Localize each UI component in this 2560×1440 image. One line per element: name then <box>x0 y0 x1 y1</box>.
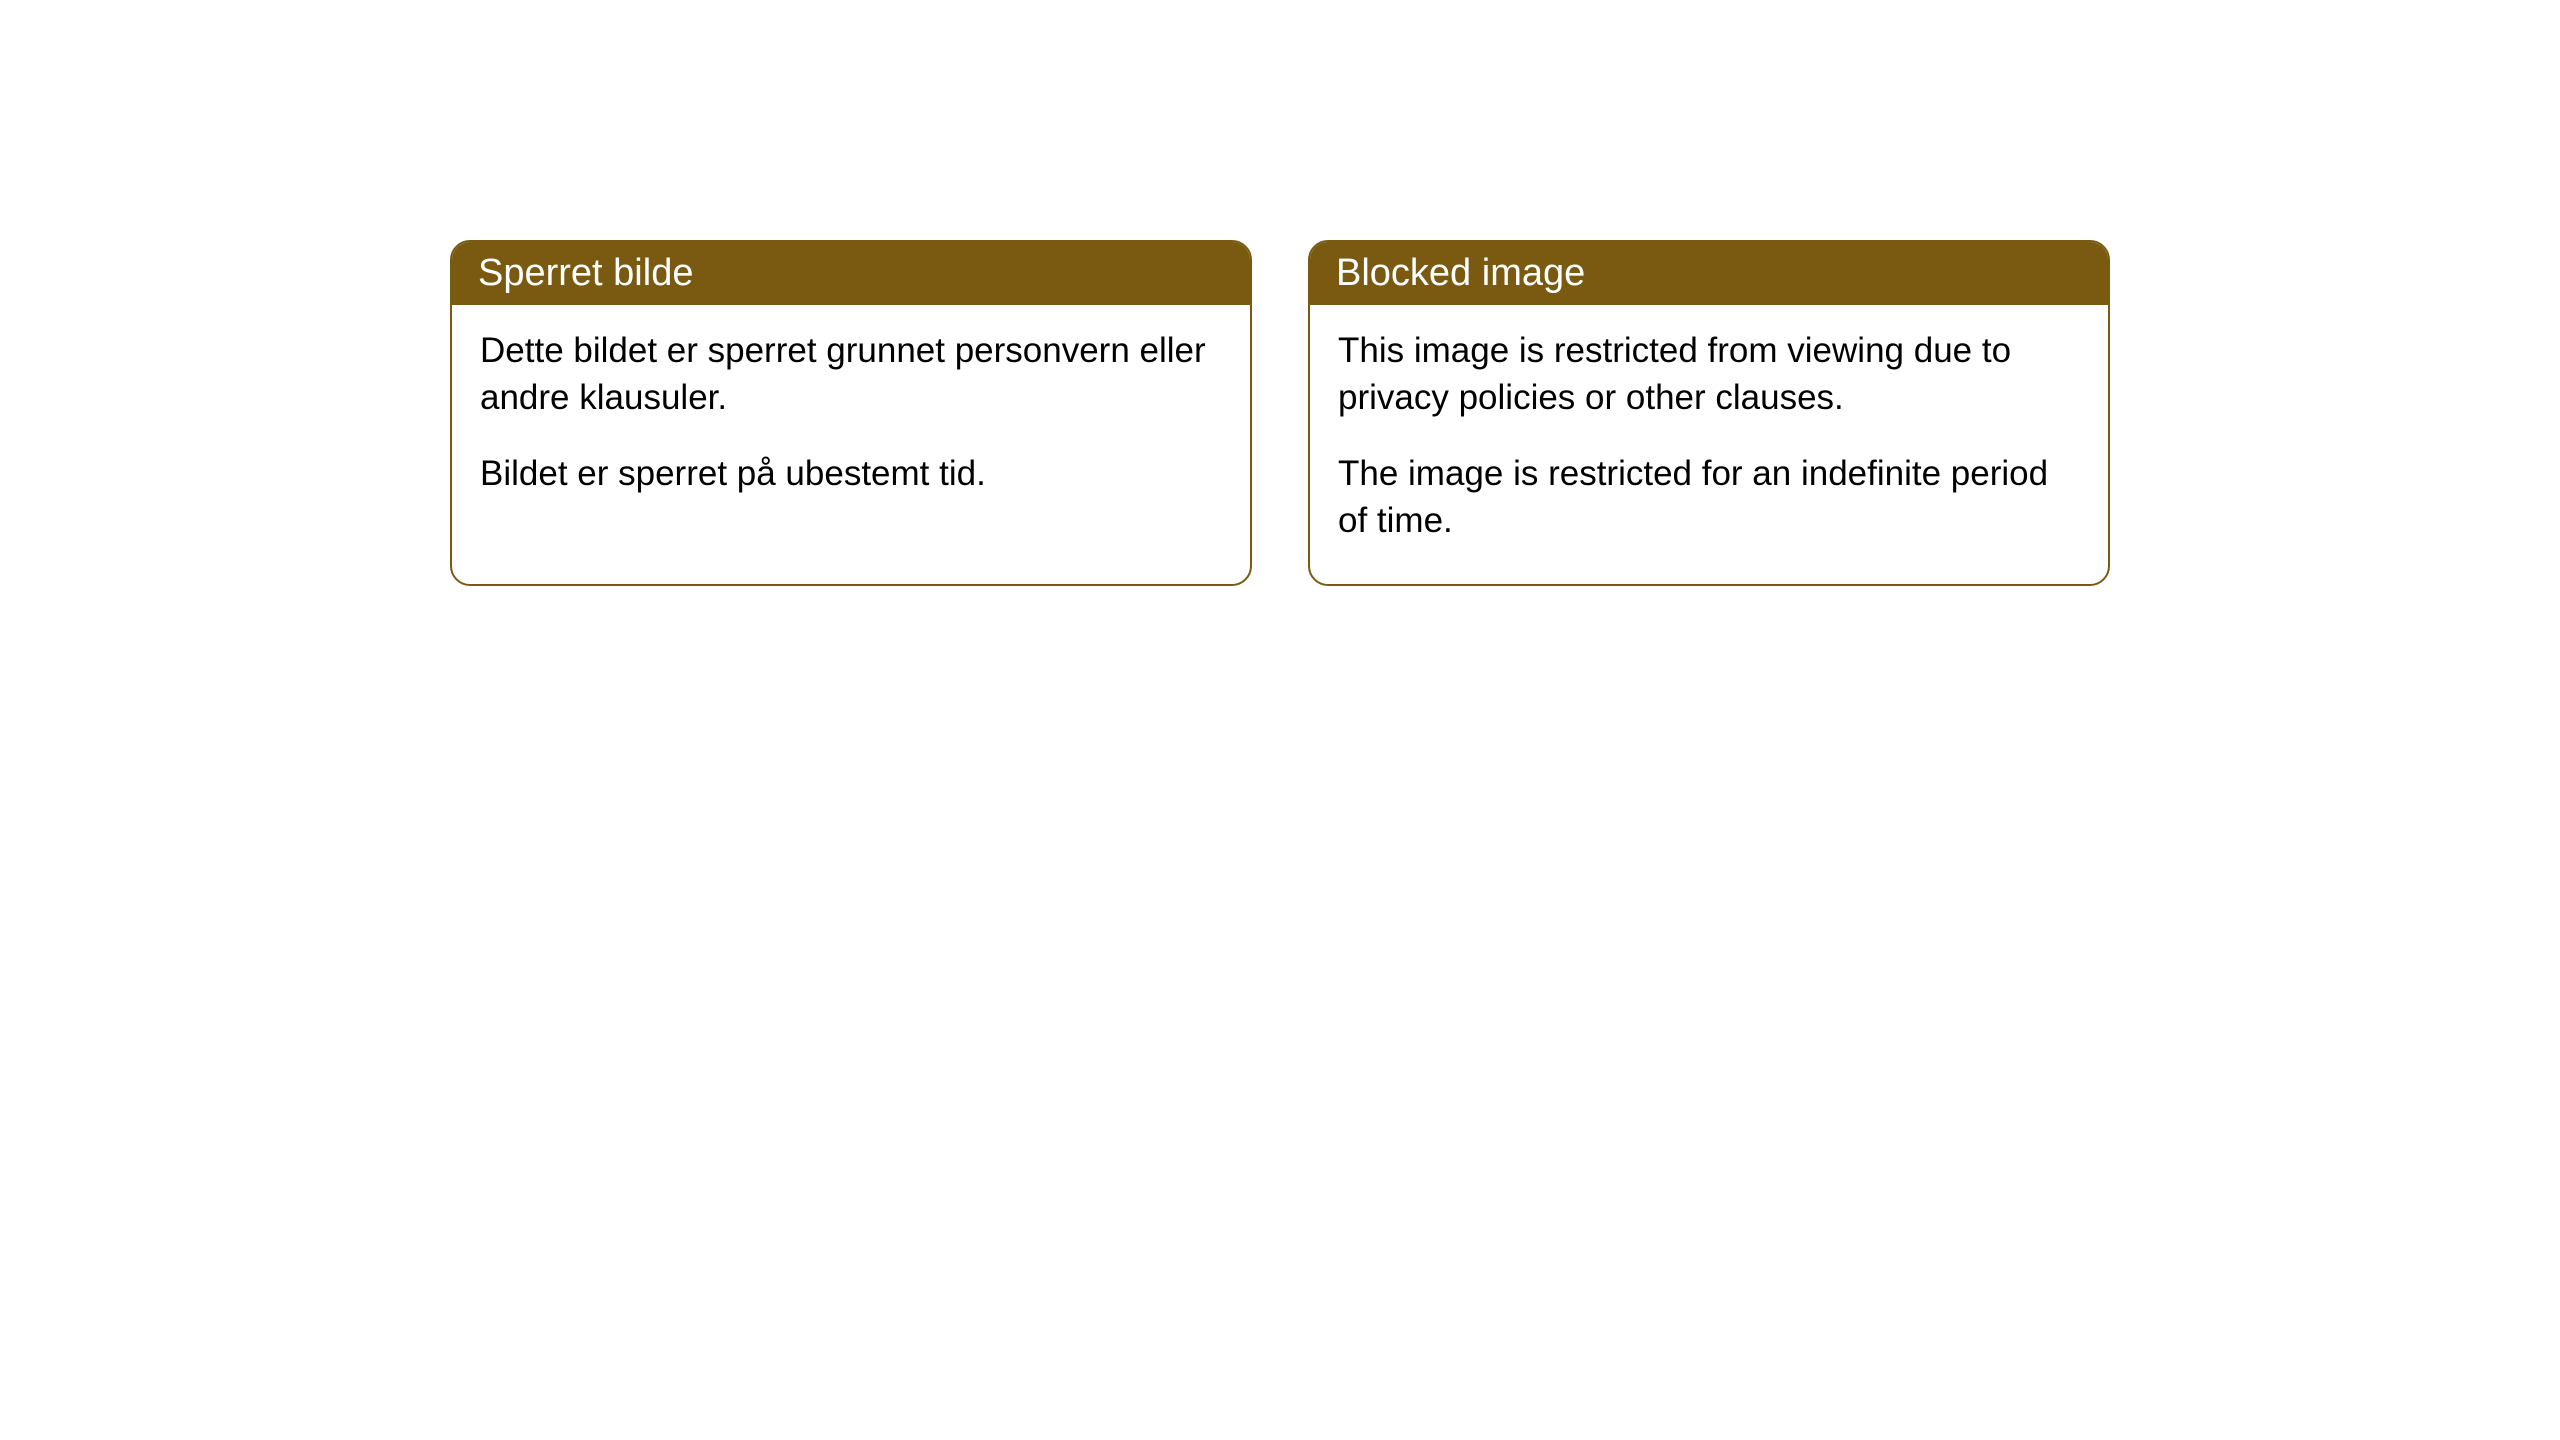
card-body: Dette bildet er sperret grunnet personve… <box>452 305 1250 537</box>
info-card-norwegian: Sperret bilde Dette bildet er sperret gr… <box>450 240 1252 586</box>
card-paragraph: Dette bildet er sperret grunnet personve… <box>480 327 1222 422</box>
info-cards-container: Sperret bilde Dette bildet er sperret gr… <box>450 240 2110 586</box>
card-header: Sperret bilde <box>452 242 1250 305</box>
card-header: Blocked image <box>1310 242 2108 305</box>
card-body: This image is restricted from viewing du… <box>1310 305 2108 584</box>
info-card-english: Blocked image This image is restricted f… <box>1308 240 2110 586</box>
card-paragraph: This image is restricted from viewing du… <box>1338 327 2080 422</box>
card-paragraph: The image is restricted for an indefinit… <box>1338 450 2080 545</box>
card-paragraph: Bildet er sperret på ubestemt tid. <box>480 450 1222 497</box>
